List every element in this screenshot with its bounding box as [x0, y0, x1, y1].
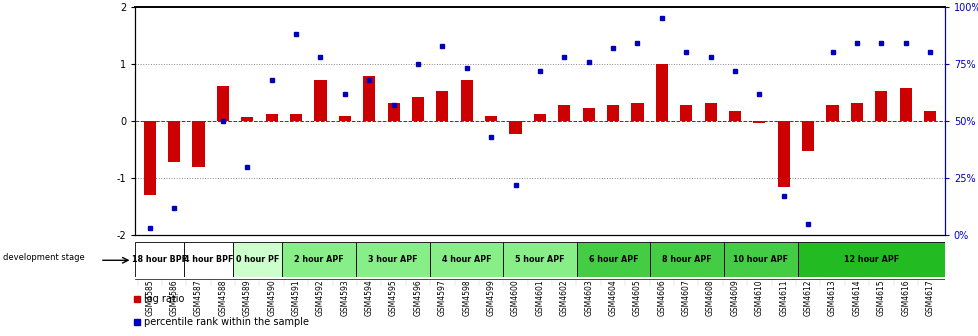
- Text: GSM4593: GSM4593: [340, 279, 349, 316]
- Text: GSM4589: GSM4589: [243, 279, 251, 316]
- Text: GSM4614: GSM4614: [852, 279, 861, 316]
- Text: GSM4613: GSM4613: [827, 279, 836, 316]
- Text: 0 hour PF: 0 hour PF: [236, 255, 279, 264]
- Bar: [356, 242, 429, 277]
- Bar: [314, 80, 327, 121]
- Bar: [797, 242, 944, 277]
- Text: 6 hour APF: 6 hour APF: [588, 255, 638, 264]
- Bar: [850, 103, 863, 121]
- Text: GSM4604: GSM4604: [608, 279, 617, 316]
- Text: GSM4592: GSM4592: [316, 279, 325, 316]
- Text: 18 hour BPF: 18 hour BPF: [132, 255, 187, 264]
- Text: GSM4588: GSM4588: [218, 279, 227, 316]
- Bar: [412, 97, 423, 121]
- Bar: [282, 242, 356, 277]
- Text: GSM4609: GSM4609: [730, 279, 738, 316]
- Text: GSM4591: GSM4591: [291, 279, 300, 316]
- Text: GSM4590: GSM4590: [267, 279, 276, 316]
- Bar: [923, 111, 935, 121]
- Text: 5 hour APF: 5 hour APF: [514, 255, 564, 264]
- Text: GSM4595: GSM4595: [388, 279, 398, 316]
- Text: log ratio: log ratio: [144, 294, 184, 304]
- Bar: [233, 242, 282, 277]
- Bar: [135, 242, 184, 277]
- Bar: [557, 105, 570, 121]
- Bar: [363, 76, 375, 121]
- Text: GSM4616: GSM4616: [901, 279, 910, 316]
- Text: GSM4599: GSM4599: [486, 279, 495, 316]
- Bar: [503, 242, 576, 277]
- Text: GSM4603: GSM4603: [584, 279, 593, 316]
- Bar: [680, 105, 691, 121]
- Bar: [338, 116, 350, 121]
- Bar: [649, 242, 723, 277]
- Bar: [484, 116, 497, 121]
- Bar: [899, 88, 911, 121]
- Text: GSM4602: GSM4602: [559, 279, 568, 316]
- Bar: [729, 111, 740, 121]
- Text: GSM4601: GSM4601: [535, 279, 544, 316]
- Bar: [289, 114, 302, 121]
- Text: GSM4586: GSM4586: [169, 279, 178, 316]
- Text: 12 hour APF: 12 hour APF: [843, 255, 898, 264]
- Bar: [168, 121, 180, 162]
- Bar: [144, 121, 156, 195]
- Bar: [777, 121, 789, 187]
- Text: 8 hour APF: 8 hour APF: [662, 255, 711, 264]
- Bar: [655, 64, 667, 121]
- Bar: [582, 109, 595, 121]
- Text: 4 hour BPF: 4 hour BPF: [184, 255, 233, 264]
- Text: 3 hour APF: 3 hour APF: [368, 255, 417, 264]
- Text: GSM4611: GSM4611: [778, 279, 787, 316]
- Text: GSM4615: GSM4615: [876, 279, 885, 316]
- Bar: [387, 103, 399, 121]
- Bar: [533, 114, 546, 121]
- Text: GSM4594: GSM4594: [365, 279, 374, 316]
- Text: development stage: development stage: [3, 253, 84, 262]
- Bar: [216, 86, 229, 121]
- Text: 10 hour APF: 10 hour APF: [733, 255, 787, 264]
- Bar: [723, 242, 797, 277]
- Bar: [241, 117, 253, 121]
- Bar: [704, 103, 716, 121]
- Bar: [631, 103, 643, 121]
- Text: 4 hour APF: 4 hour APF: [441, 255, 491, 264]
- Text: 2 hour APF: 2 hour APF: [294, 255, 343, 264]
- Text: GSM4605: GSM4605: [633, 279, 642, 316]
- Text: GSM4610: GSM4610: [754, 279, 763, 316]
- Text: GSM4612: GSM4612: [803, 279, 812, 316]
- Bar: [606, 105, 618, 121]
- Bar: [752, 121, 765, 123]
- Bar: [801, 121, 814, 151]
- Bar: [436, 91, 448, 121]
- Bar: [874, 91, 886, 121]
- Bar: [576, 242, 649, 277]
- Bar: [509, 121, 521, 133]
- Text: GSM4607: GSM4607: [681, 279, 690, 316]
- Text: GSM4587: GSM4587: [194, 279, 202, 316]
- Bar: [825, 105, 838, 121]
- Text: GSM4585: GSM4585: [145, 279, 155, 316]
- Text: GSM4596: GSM4596: [413, 279, 422, 316]
- Bar: [429, 242, 503, 277]
- Bar: [184, 242, 233, 277]
- Text: GSM4617: GSM4617: [924, 279, 934, 316]
- Text: GSM4597: GSM4597: [437, 279, 446, 316]
- Bar: [265, 114, 278, 121]
- Text: GSM4600: GSM4600: [511, 279, 519, 316]
- Text: GSM4606: GSM4606: [656, 279, 666, 316]
- Bar: [193, 121, 204, 167]
- Text: GSM4608: GSM4608: [705, 279, 714, 316]
- Bar: [461, 80, 472, 121]
- Text: GSM4598: GSM4598: [462, 279, 470, 316]
- Text: percentile rank within the sample: percentile rank within the sample: [144, 317, 309, 327]
